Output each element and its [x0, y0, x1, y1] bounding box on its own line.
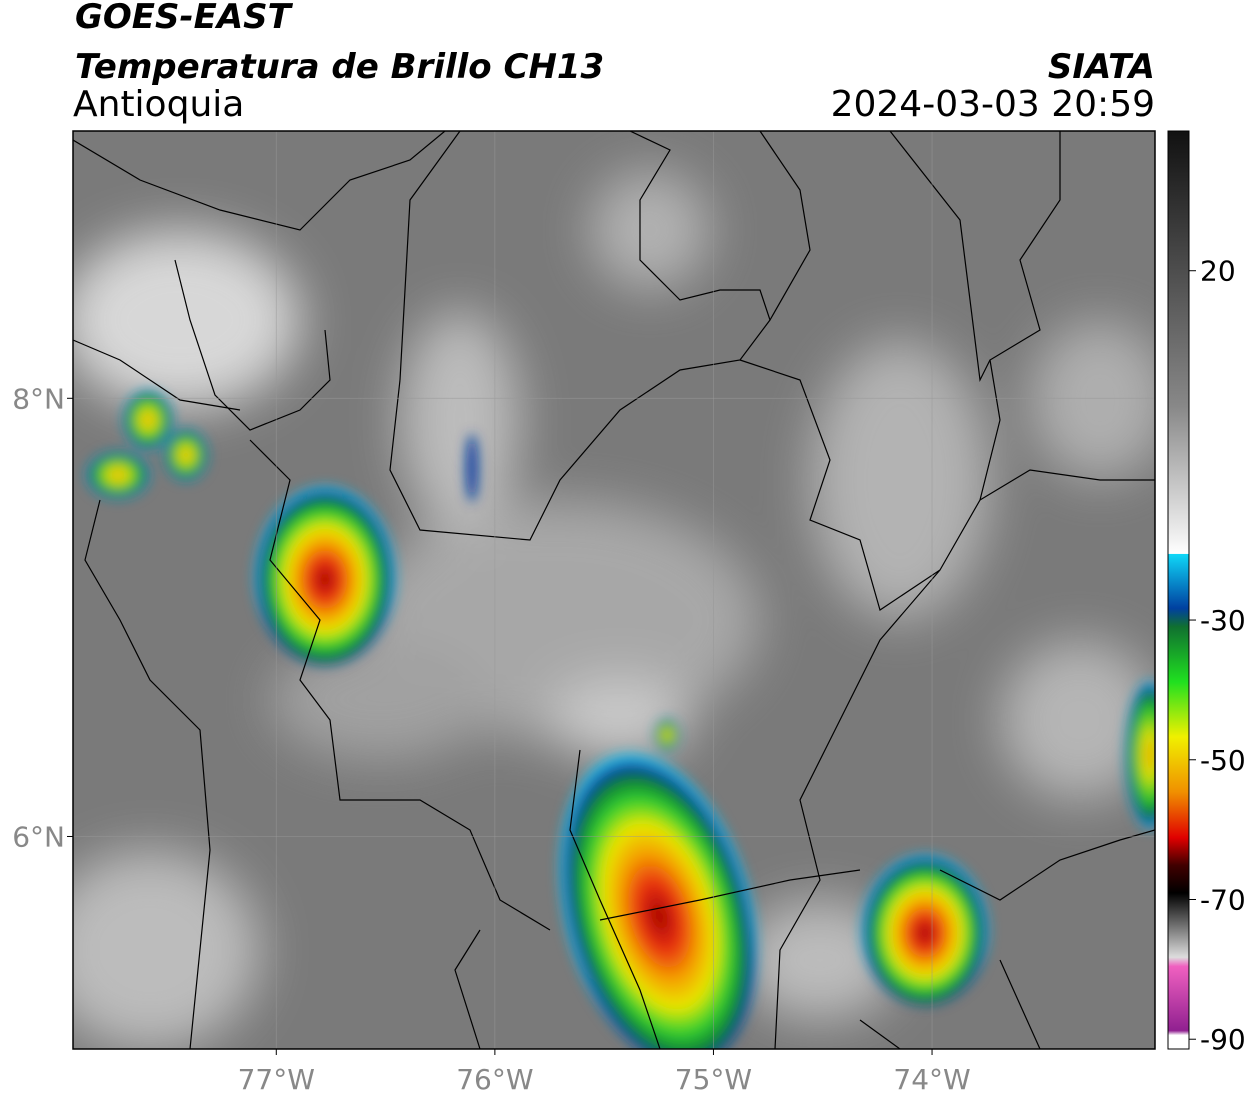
x-tick-label: 77°W — [238, 1063, 315, 1096]
map-frame — [72, 130, 1156, 1050]
colorbar-tick-label: -30 — [1200, 604, 1246, 637]
y-tick-label: 6°N — [12, 820, 65, 853]
x-tick-label: 74°W — [893, 1063, 970, 1096]
x-tick-label: 76°W — [456, 1063, 533, 1096]
source: SIATA — [1048, 47, 1155, 87]
y-tick-label: 8°N — [12, 382, 65, 415]
colorbar — [1167, 130, 1190, 1050]
subtitle: Temperatura de Brillo CH13 — [75, 47, 604, 87]
title: GOES-EAST — [75, 0, 294, 37]
region: Antioquia — [73, 84, 244, 125]
colorbar-tick-label: -50 — [1200, 744, 1246, 777]
map-image — [73, 131, 1155, 1049]
colorbar-tick-label: 20 — [1200, 255, 1236, 288]
colorbar-tick-label: -70 — [1200, 883, 1246, 916]
datetime: 2024-03-03 20:59 — [831, 84, 1155, 125]
x-tick-label: 75°W — [675, 1063, 752, 1096]
colorbar-tick-label: -90 — [1200, 1023, 1246, 1056]
